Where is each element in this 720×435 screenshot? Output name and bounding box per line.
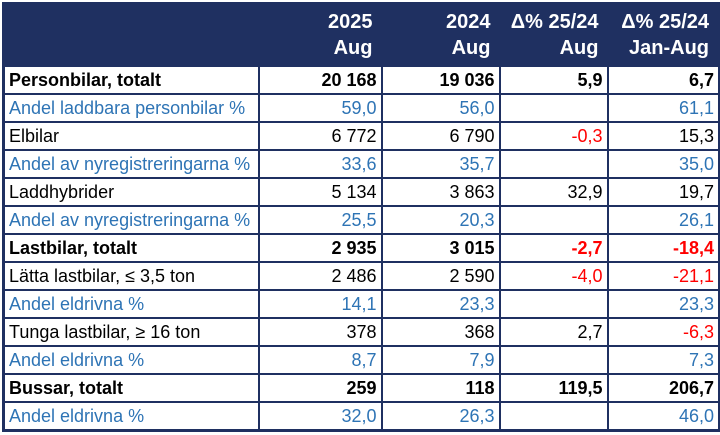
table-row-12: Andel eldrivna % 32,0 26,3 46,0 (2, 401, 720, 432)
value-cell: 5,9 (498, 65, 609, 95)
column-header-1: 2024 Aug (381, 3, 500, 66)
table-row-8: Andel eldrivna % 14,1 23,3 23,3 (2, 289, 720, 319)
value-cell: 2,7 (498, 317, 609, 347)
row-label: Bussar, totalt (2, 373, 260, 403)
value-cell: 15,3 (606, 121, 720, 151)
table-row-9: Tunga lastbilar, ≥ 16 ton 378 368 2,7 -6,3 (2, 317, 720, 347)
value-cell: 35,0 (606, 149, 720, 179)
value-cell (498, 149, 609, 179)
value-cell: -21,1 (606, 261, 720, 291)
column-header-year: 2024 (446, 10, 491, 33)
table-row-1: Andel laddbara personbilar % 59,0 56,0 61,1 (2, 93, 720, 123)
value-cell: 2 486 (257, 261, 383, 291)
value-cell: 7,9 (380, 345, 501, 375)
row-label: Andel av nyregistreringarna % (2, 205, 260, 235)
column-header-0: 2025 Aug (258, 3, 382, 66)
value-cell: 19,7 (606, 177, 720, 207)
row-label: Lastbilar, totalt (2, 233, 260, 263)
row-label: Laddhybrider (2, 177, 260, 207)
table-row-3: Andel av nyregistreringarna % 33,6 35,7 35,… (2, 149, 720, 179)
column-header-year: Δ% 25/24 (510, 10, 599, 33)
value-cell: 368 (380, 317, 501, 347)
value-cell: 5 134 (257, 177, 383, 207)
value-cell: 25,5 (257, 205, 383, 235)
value-cell: 6,7 (606, 65, 720, 95)
value-cell (498, 205, 609, 235)
header-corner-cell (3, 3, 259, 66)
value-cell: 119,5 (498, 373, 609, 403)
table-row-0: Personbilar, totalt 20 168 19 036 5,9 6,7 (2, 65, 720, 95)
value-cell: 33,6 (257, 149, 383, 179)
value-cell (498, 401, 609, 432)
value-cell: 35,7 (380, 149, 501, 179)
value-cell: 23,3 (606, 289, 720, 319)
value-cell: 26,3 (380, 401, 501, 432)
table-body: Personbilar, totalt 20 168 19 036 5,9 6,7 And… (2, 65, 720, 432)
value-cell: 6 790 (380, 121, 501, 151)
header-row: 2025 Aug 2024 Aug Δ% 25/24 Aug Δ% 25/24 Jan-Aug (3, 3, 720, 66)
value-cell: -0,3 (498, 121, 609, 151)
value-cell: -18,4 (606, 233, 720, 263)
value-cell: 19 036 (380, 65, 501, 95)
value-cell: 20 168 (257, 65, 383, 95)
value-cell (498, 345, 609, 375)
value-cell: 3 015 (380, 233, 501, 263)
row-label: Tunga lastbilar, ≥ 16 ton (2, 317, 260, 347)
table-row-10: Andel eldrivna % 8,7 7,9 7,3 (2, 345, 720, 375)
row-label: Andel eldrivna % (2, 401, 260, 432)
value-cell: 2 590 (380, 261, 501, 291)
row-label: Lätta lastbilar, ≤ 3,5 ton (2, 261, 260, 291)
value-cell: 14,1 (257, 289, 383, 319)
value-cell: 61,1 (606, 93, 720, 123)
value-cell: -2,7 (498, 233, 609, 263)
value-cell: 32,0 (257, 401, 383, 432)
table-row-4: Laddhybrider 5 134 3 863 32,9 19,7 (2, 177, 720, 207)
value-cell: 23,3 (380, 289, 501, 319)
value-cell: 118 (380, 373, 501, 403)
value-cell: 20,3 (380, 205, 501, 235)
row-label: Andel laddbara personbilar % (2, 93, 260, 123)
column-header-2: Δ% 25/24 Aug (499, 3, 608, 66)
value-cell: 8,7 (257, 345, 383, 375)
value-cell (498, 93, 609, 123)
row-label: Andel av nyregistreringarna % (2, 149, 260, 179)
value-cell (498, 289, 609, 319)
value-cell: 206,7 (606, 373, 720, 403)
row-label: Personbilar, totalt (2, 65, 260, 95)
value-cell: 32,9 (498, 177, 609, 207)
table-row-11: Bussar, totalt 259 118 119,5 206,7 (2, 373, 720, 403)
column-header-year: 2025 (328, 10, 373, 33)
value-cell: 2 935 (257, 233, 383, 263)
value-cell: 56,0 (380, 93, 501, 123)
table-row-5: Andel av nyregistreringarna % 25,5 20,3 26,… (2, 205, 720, 235)
column-header-period: Jan-Aug (629, 36, 709, 59)
row-label: Andel eldrivna % (2, 289, 260, 319)
table-row-6: Lastbilar, totalt 2 935 3 015 -2,7 -18,4 (2, 233, 720, 263)
row-label: Elbilar (2, 121, 260, 151)
value-cell: 26,1 (606, 205, 720, 235)
column-header-period: Aug (559, 36, 599, 59)
column-header-3: Δ% 25/24 Jan-Aug (607, 3, 720, 66)
column-header-period: Aug (333, 36, 373, 59)
value-cell: 59,0 (257, 93, 383, 123)
table-header: 2025 Aug 2024 Aug Δ% 25/24 Aug Δ% 25/24 Jan-Aug (3, 3, 720, 66)
row-label: Andel eldrivna % (2, 345, 260, 375)
table-row-7: Lätta lastbilar, ≤ 3,5 ton 2 486 2 590 -4,0… (2, 261, 720, 291)
value-cell: -4,0 (498, 261, 609, 291)
value-cell: 378 (257, 317, 383, 347)
table-row-2: Elbilar 6 772 6 790 -0,3 15,3 (2, 121, 720, 151)
value-cell: -6,3 (606, 317, 720, 347)
value-cell: 46,0 (606, 401, 720, 432)
value-cell: 6 772 (257, 121, 383, 151)
value-cell: 259 (257, 373, 383, 403)
value-cell: 7,3 (606, 345, 720, 375)
column-header-period: Aug (451, 36, 491, 59)
value-cell: 3 863 (380, 177, 501, 207)
column-header-year: Δ% 25/24 (621, 10, 709, 33)
